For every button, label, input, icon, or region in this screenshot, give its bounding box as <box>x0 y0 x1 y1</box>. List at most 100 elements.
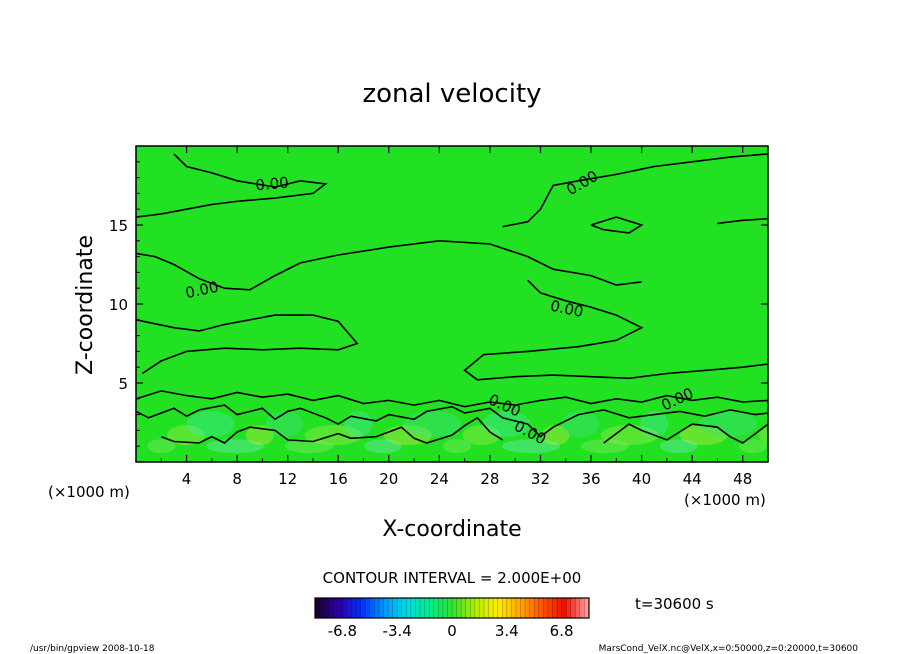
field-variation <box>640 411 669 438</box>
colorbar-tick-label: -3.4 <box>383 622 412 640</box>
contour-line <box>463 279 768 381</box>
colorbar-cell <box>438 598 444 618</box>
colorbar-cell <box>493 598 499 618</box>
y-tick-label: 15 <box>109 217 128 235</box>
x-tick-label: 32 <box>531 470 550 488</box>
colorbar-cell <box>570 598 576 618</box>
colorbar-cell <box>538 598 544 618</box>
y-tick-label: 10 <box>109 296 128 314</box>
field-variation <box>738 439 767 454</box>
colorbar-cell <box>324 598 330 618</box>
colorbar-cell <box>579 598 585 618</box>
colorbar-cell <box>479 598 485 618</box>
x-tick-label: 12 <box>278 470 297 488</box>
field-variation <box>580 439 629 454</box>
colorbar-cell <box>406 598 412 618</box>
colorbar-cell <box>470 598 476 618</box>
field-variation <box>344 411 373 438</box>
field-variation <box>166 425 205 446</box>
contour-interval-text: CONTOUR INTERVAL = 2.000E+00 <box>323 569 582 587</box>
colorbar-cell <box>369 598 375 618</box>
field-variation <box>699 411 758 438</box>
colorbar-cell <box>502 598 508 618</box>
colorbar-cell <box>337 598 343 618</box>
colorbar-cell <box>543 598 549 618</box>
colorbar: -6.8 -3.4 0 3.4 6.8 <box>314 597 590 640</box>
field-variation <box>403 411 462 438</box>
colorbar-cell <box>360 598 366 618</box>
field-variation <box>285 439 334 454</box>
x-tick-label: 48 <box>733 470 752 488</box>
y-axis-unit: (×1000 m) <box>48 483 130 501</box>
x-tick-label: 44 <box>683 470 702 488</box>
colorbar-cell <box>529 598 535 618</box>
colorbar-cell <box>378 598 384 618</box>
x-tick-label: 8 <box>232 470 242 488</box>
colorbar-cell <box>365 598 371 618</box>
colorbar-cell <box>465 598 471 618</box>
x-axis: 4 8 12 16 20 24 28 32 36 40 44 48 <box>160 146 752 488</box>
colorbar-cell <box>552 598 558 618</box>
colorbar-cell <box>456 598 462 618</box>
field-variation <box>758 426 768 444</box>
colorbar-cell <box>547 598 553 618</box>
footer-right: MarsCond_VelX.nc@VelX,x=0:50000,z=0:2000… <box>599 644 859 654</box>
colorbar-tick-label: -6.8 <box>328 622 357 640</box>
colorbar-frame <box>314 597 590 619</box>
colorbar-tick-label: 0 <box>447 622 457 640</box>
colorbar-cell <box>342 598 348 618</box>
contour-line <box>502 153 768 228</box>
x-axis-unit: (×1000 m) <box>684 491 766 509</box>
field-variation <box>679 425 728 446</box>
colorbar-cell <box>520 598 526 618</box>
y-axis-label: Z-coordinate <box>73 235 98 375</box>
colorbar-cell <box>506 598 512 618</box>
colorbar-cell <box>351 598 357 618</box>
colorbar-cell <box>525 598 531 618</box>
colorbar-cell <box>461 598 467 618</box>
colorbar-cell <box>424 598 430 618</box>
contour-line <box>136 153 328 218</box>
field-variation <box>147 439 176 454</box>
colorbar-cell <box>388 598 394 618</box>
x-axis-label: X-coordinate <box>382 517 521 542</box>
colorbar-cell <box>442 598 448 618</box>
field-variation <box>186 411 235 438</box>
colorbar-cell <box>511 598 517 618</box>
contour-line <box>136 404 768 438</box>
y-tick-label: 5 <box>118 375 128 393</box>
y-axis: 5 10 15 <box>109 161 768 447</box>
field-variation <box>482 411 531 438</box>
contour-line <box>603 423 768 444</box>
colorbar-cell <box>474 598 480 618</box>
colorbar-tick-label: 3.4 <box>495 622 519 640</box>
colorbar-cell <box>401 598 407 618</box>
colorbar-cell <box>420 598 425 618</box>
colorbar-cell <box>397 598 403 618</box>
colorbar-cell <box>497 598 503 618</box>
colorbar-cell <box>333 598 339 618</box>
colorbar-cell <box>452 598 457 618</box>
footer-left: /usr/bin/gpview 2008-10-18 <box>30 644 155 654</box>
colorbar-cell <box>319 598 325 618</box>
contour-line <box>136 390 768 408</box>
colorbar-cell <box>433 598 439 618</box>
colorbar-tick-label: 6.8 <box>550 622 574 640</box>
field-variation <box>659 439 698 454</box>
zero-contours <box>136 153 768 444</box>
field-variation <box>443 439 472 454</box>
velocity-field <box>136 146 768 462</box>
contour-line <box>136 239 642 291</box>
x-tick-label: 36 <box>581 470 600 488</box>
colorbar-cell <box>566 598 572 618</box>
colorbar-cell <box>429 598 435 618</box>
colorbar-cell <box>561 598 567 618</box>
field-variation <box>206 439 265 454</box>
colorbar-cell <box>515 598 521 618</box>
colorbar-cell <box>328 598 334 618</box>
colorbar-cell <box>575 598 581 618</box>
colorbar-cell <box>374 598 380 618</box>
colorbar-cell <box>392 598 398 618</box>
colorbar-cell <box>346 598 352 618</box>
colorbar-cell <box>410 598 416 618</box>
